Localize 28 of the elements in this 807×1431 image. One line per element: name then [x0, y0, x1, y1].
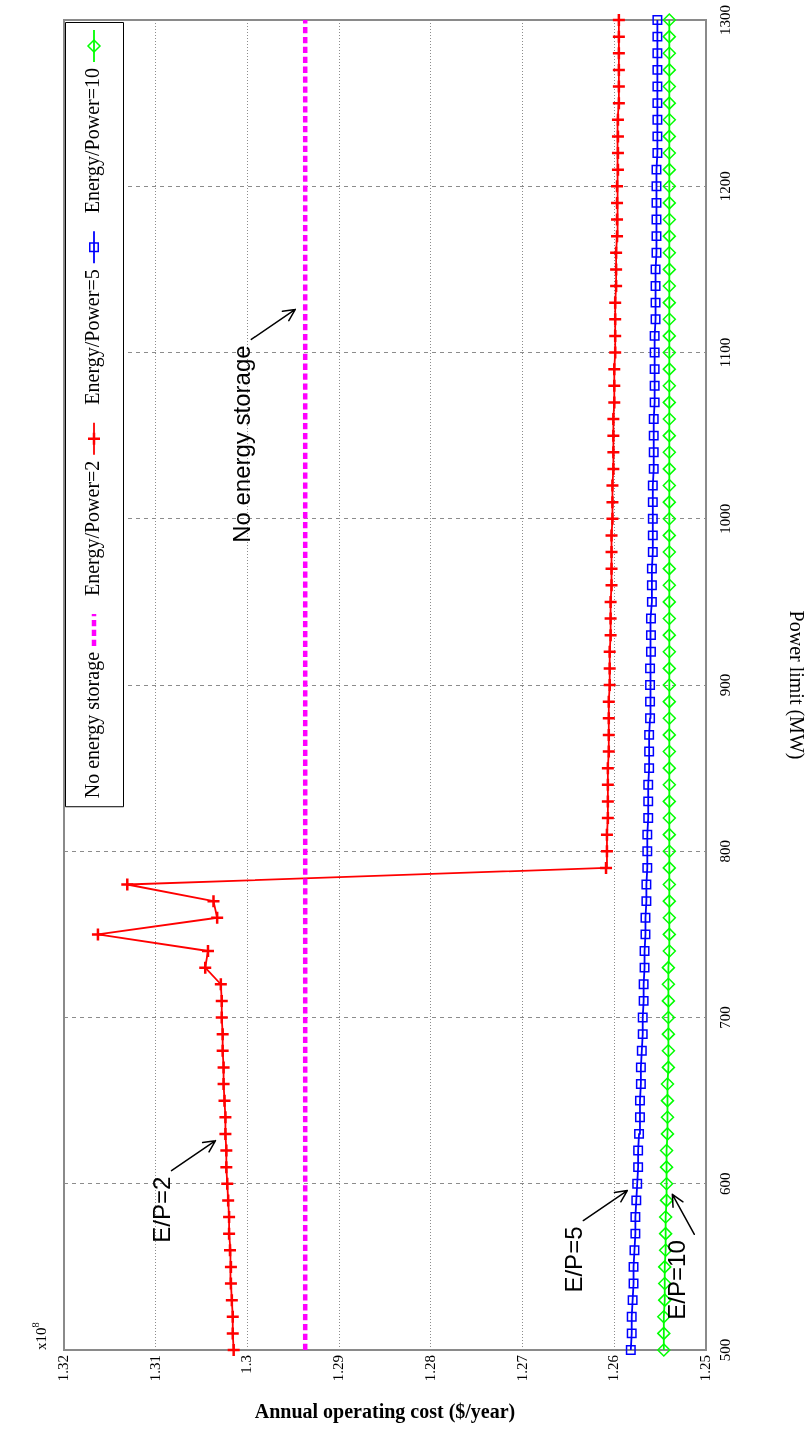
legend-label: Energy/Power=5 — [81, 269, 105, 405]
x-tick-label: 1.29 — [330, 1355, 347, 1382]
x-tick-label: 1.3 — [238, 1355, 255, 1374]
y-tick-label: 700 — [716, 1006, 733, 1029]
y-tick-label: 1100 — [716, 337, 733, 368]
y-tick-label: 900 — [716, 673, 733, 697]
legend-label: No energy storage — [81, 651, 105, 799]
x-tick-label: 1.28 — [421, 1355, 438, 1382]
x-axis-title: Annual operating cost ($/year) — [254, 1400, 516, 1424]
x-tick-label: 1.27 — [513, 1354, 530, 1382]
x-tick-label: 1.25 — [696, 1355, 713, 1382]
x-tick-label: 1.26 — [605, 1354, 622, 1382]
y-tick-label: 600 — [716, 1172, 733, 1195]
y-tick-label: 500 — [716, 1338, 733, 1362]
y-axis-title: Power limit (MW) — [784, 610, 807, 760]
y-tick-label: 1200 — [716, 171, 733, 202]
annotation: E/P=2 — [148, 1176, 176, 1243]
y-tick-label: 800 — [716, 840, 733, 863]
y-tick-label: 1300 — [716, 5, 733, 35]
annotation: E/P=10 — [662, 1240, 690, 1320]
legend-label: Energy/Power=10 — [81, 67, 105, 214]
x-tick-label: 1.31 — [146, 1355, 163, 1382]
annotation: No energy storage — [227, 345, 255, 543]
annotation: E/P=5 — [559, 1226, 587, 1293]
y-tick-label: 1000 — [716, 503, 733, 534]
legend-label: Energy/Power=2 — [81, 460, 105, 596]
x-tick-label: 1.32 — [54, 1355, 71, 1382]
text: x108 — [29, 1322, 49, 1350]
